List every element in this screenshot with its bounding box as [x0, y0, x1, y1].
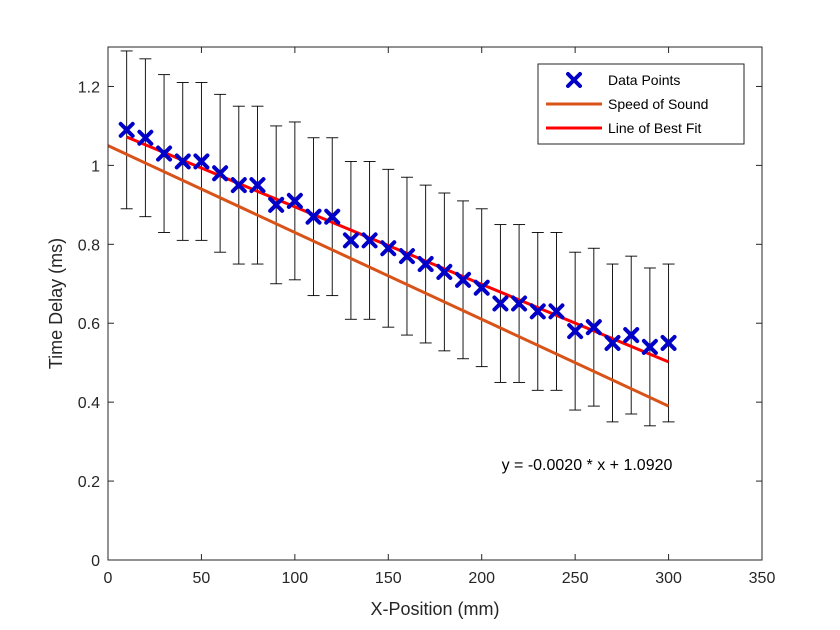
best-fit-line	[126, 135, 670, 364]
data-point	[623, 327, 640, 344]
legend-entry: Data Points	[608, 72, 680, 88]
legend-marker	[566, 72, 582, 88]
data-point	[417, 256, 434, 273]
legend-entry: Line of Best Fit	[608, 120, 701, 136]
x-tick-label: 100	[282, 570, 309, 587]
data-point	[137, 129, 154, 146]
data-point	[641, 338, 658, 355]
data-point	[473, 279, 490, 296]
y-tick-label: 0.6	[78, 316, 100, 333]
y-axis-label: Time Delay (ms)	[46, 238, 66, 369]
x-tick-label: 200	[468, 570, 495, 587]
data-point	[230, 177, 247, 194]
data-point	[249, 177, 266, 194]
data-point	[529, 303, 546, 320]
x-tick-label: 150	[375, 570, 402, 587]
data-point	[174, 153, 191, 170]
data-point	[585, 319, 602, 336]
data-point	[324, 208, 341, 225]
speed-of-sound-line	[107, 144, 670, 408]
chart-marks	[107, 50, 677, 427]
data-point	[342, 232, 359, 249]
x-axis-label: X-Position (mm)	[370, 599, 499, 619]
x-tick-label: 50	[193, 570, 211, 587]
x-tick-label: 350	[749, 570, 776, 587]
data-point	[398, 248, 415, 265]
data-point	[193, 153, 210, 170]
equation-annotation: y = -0.0020 * x + 1.0920	[502, 457, 673, 474]
y-tick-label: 0.4	[78, 395, 100, 412]
y-tick-label: 1.2	[78, 79, 100, 96]
x-tick-label: 250	[562, 570, 589, 587]
y-tick-label: 0.8	[78, 237, 100, 254]
legend: Data Points Speed of Sound Line of Best Fi…	[537, 63, 745, 145]
data-point	[492, 295, 509, 312]
data-point	[268, 196, 285, 213]
data-point	[548, 303, 565, 320]
y-tick-label: 0	[91, 553, 100, 570]
axes-box	[107, 46, 763, 561]
data-point	[380, 240, 397, 257]
data-point	[305, 208, 322, 225]
data-point	[286, 192, 303, 209]
data-point	[361, 232, 378, 249]
data-point	[156, 145, 173, 162]
x-tick-label: 300	[655, 570, 682, 587]
x-tick-label: 0	[104, 570, 113, 587]
data-point	[212, 165, 229, 182]
data-point	[567, 323, 584, 340]
data-point	[660, 334, 677, 351]
data-point	[436, 263, 453, 280]
data-point	[604, 334, 621, 351]
data-point	[455, 271, 472, 288]
y-tick-label: 0.2	[78, 474, 100, 491]
data-point	[511, 295, 528, 312]
axis-ticks: 0 50 100 150 200 250 300 350 0 0.2 0.4 0.6 0.8 1 1.2	[78, 47, 776, 587]
y-tick-label: 1	[91, 158, 100, 175]
data-point	[118, 121, 135, 138]
legend-entry: Speed of Sound	[608, 96, 708, 112]
